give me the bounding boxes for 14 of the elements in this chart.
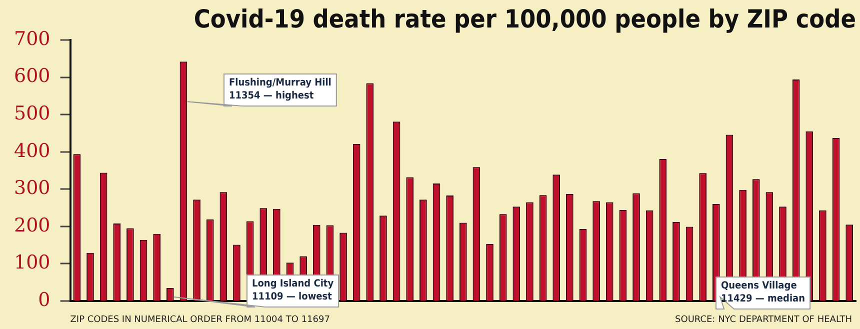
chart-title: Covid-19 death rate per 100,000 people by ZIP code bbox=[194, 4, 856, 34]
y-tick-label: 500 bbox=[14, 102, 50, 125]
y-tick-label: 300 bbox=[14, 177, 50, 200]
y-tick-label: 600 bbox=[14, 65, 50, 88]
x-axis-title: ZIP CODES IN NUMERICAL ORDER FROM 11004 TO 11697 bbox=[70, 314, 330, 325]
y-tick-label: 700 bbox=[14, 28, 50, 50]
annotation: Queens Village 11429 — median bbox=[721, 280, 806, 305]
y-tick-label: 400 bbox=[14, 140, 50, 162]
annotation: Flushing/Murray Hill 11354 — highest bbox=[229, 78, 332, 102]
y-tick-label: 0 bbox=[38, 288, 50, 311]
y-tick-label: 200 bbox=[14, 214, 50, 236]
annotation: Long Island City 11109 — lowest bbox=[252, 278, 334, 303]
y-tick-label: 100 bbox=[14, 252, 50, 274]
source-note: SOURCE: NYC DEPARTMENT OF HEALTH bbox=[675, 315, 852, 325]
